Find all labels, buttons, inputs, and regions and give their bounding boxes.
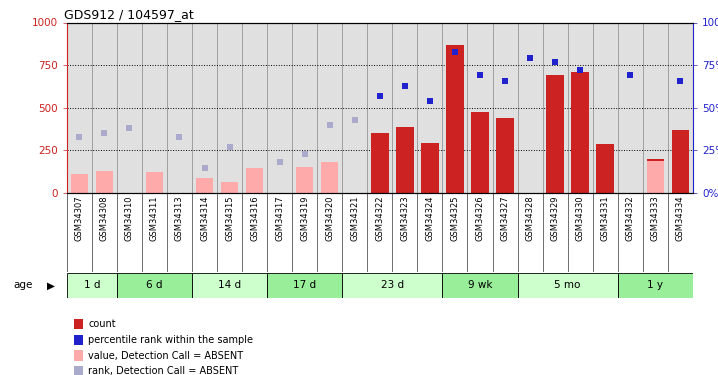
Text: GSM34311: GSM34311	[150, 195, 159, 241]
Text: GSM34327: GSM34327	[500, 195, 510, 241]
Bar	[646, 161, 664, 193]
Text: GSM34320: GSM34320	[325, 195, 335, 241]
Text: 1 y: 1 y	[648, 280, 663, 290]
Bar	[246, 168, 264, 193]
FancyBboxPatch shape	[442, 273, 518, 298]
Text: GSM34310: GSM34310	[125, 195, 134, 241]
Bar	[671, 130, 689, 193]
FancyBboxPatch shape	[617, 273, 693, 298]
Bar	[597, 144, 614, 193]
Bar	[546, 75, 564, 193]
Text: percentile rank within the sample: percentile rank within the sample	[88, 335, 253, 345]
Bar	[95, 171, 113, 193]
FancyBboxPatch shape	[192, 273, 267, 298]
Text: GSM34325: GSM34325	[450, 195, 460, 241]
Text: GSM34330: GSM34330	[576, 195, 584, 241]
Text: GSM34326: GSM34326	[475, 195, 485, 241]
Bar	[471, 112, 489, 193]
Text: 9 wk: 9 wk	[467, 280, 493, 290]
Text: 1 d: 1 d	[83, 280, 100, 290]
FancyBboxPatch shape	[342, 273, 442, 298]
Text: GDS912 / 104597_at: GDS912 / 104597_at	[64, 8, 193, 21]
FancyBboxPatch shape	[267, 273, 342, 298]
Text: 14 d: 14 d	[218, 280, 241, 290]
Bar	[496, 118, 514, 193]
Bar	[446, 45, 464, 193]
Text: 6 d: 6 d	[146, 280, 163, 290]
Text: GSM34314: GSM34314	[200, 195, 209, 241]
Text: count: count	[88, 319, 116, 329]
Text: GSM34334: GSM34334	[676, 195, 685, 241]
Bar	[572, 72, 589, 193]
FancyBboxPatch shape	[67, 273, 117, 298]
Text: GSM34313: GSM34313	[175, 195, 184, 241]
Text: GSM34315: GSM34315	[225, 195, 234, 241]
Text: age: age	[13, 280, 32, 290]
Text: GSM34308: GSM34308	[100, 195, 109, 241]
Text: value, Detection Call = ABSENT: value, Detection Call = ABSENT	[88, 351, 243, 360]
Text: GSM34322: GSM34322	[376, 195, 384, 241]
Bar	[296, 166, 314, 193]
Text: 23 d: 23 d	[381, 280, 404, 290]
Text: GSM34317: GSM34317	[275, 195, 284, 241]
FancyBboxPatch shape	[518, 273, 617, 298]
Text: GSM34316: GSM34316	[250, 195, 259, 241]
Text: GSM34329: GSM34329	[551, 195, 559, 241]
Bar	[146, 172, 163, 193]
Text: GSM34321: GSM34321	[350, 195, 359, 241]
Bar	[321, 162, 338, 193]
Text: GSM34333: GSM34333	[651, 195, 660, 241]
Bar	[421, 143, 439, 193]
Text: GSM34332: GSM34332	[626, 195, 635, 241]
Bar	[70, 174, 88, 193]
Bar	[396, 127, 414, 193]
Text: ▶: ▶	[47, 280, 55, 290]
Bar	[221, 182, 238, 193]
Text: GSM34331: GSM34331	[601, 195, 610, 241]
Text: GSM34307: GSM34307	[75, 195, 84, 241]
Text: 17 d: 17 d	[293, 280, 316, 290]
Text: GSM34324: GSM34324	[425, 195, 434, 241]
Text: rank, Detection Call = ABSENT: rank, Detection Call = ABSENT	[88, 366, 238, 375]
Bar	[196, 178, 213, 193]
Bar	[646, 159, 664, 193]
Text: 5 mo: 5 mo	[554, 280, 581, 290]
Text: GSM34319: GSM34319	[300, 195, 309, 241]
FancyBboxPatch shape	[117, 273, 192, 298]
Bar	[371, 134, 388, 193]
Text: GSM34323: GSM34323	[401, 195, 409, 241]
Text: GSM34328: GSM34328	[526, 195, 535, 241]
